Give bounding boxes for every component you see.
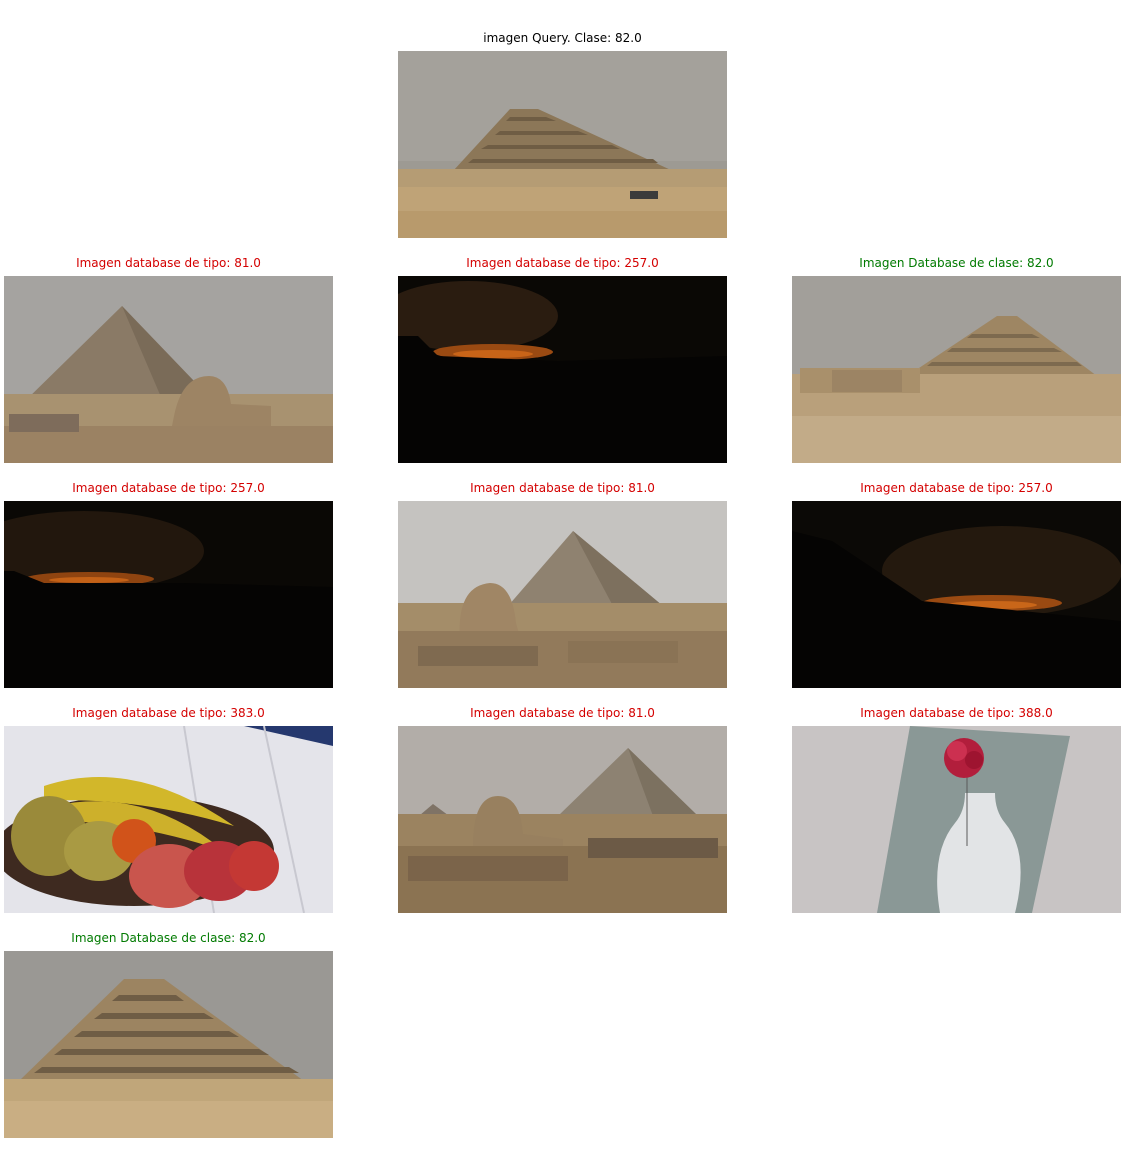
query-title: imagen Query. Clase: 82.0: [483, 31, 642, 45]
night-glow-icon: [398, 276, 727, 463]
result-2-image: [398, 276, 727, 463]
flower-vase-icon: [792, 726, 1121, 913]
result-9-title: Imagen database de tipo: 388.0: [860, 706, 1053, 720]
result-5-title: Imagen database de tipo: 81.0: [470, 481, 655, 495]
result-9-image: [792, 726, 1121, 913]
result-3-title: Imagen Database de clase: 82.0: [859, 256, 1054, 270]
fruit-bowl-icon: [4, 726, 333, 913]
result-8-image: [398, 726, 727, 913]
result-8-title: Imagen database de tipo: 81.0: [470, 706, 655, 720]
result-1-title: Imagen database de tipo: 81.0: [76, 256, 261, 270]
result-6-image: [792, 501, 1121, 688]
result-5-image: [398, 501, 727, 688]
sphinx-pyramids-icon: [398, 726, 727, 913]
result-1-image: [4, 276, 333, 463]
result-4-image: [4, 501, 333, 688]
query-image: [398, 51, 727, 238]
sphinx-pyramid-icon: [398, 501, 727, 688]
result-7-title: Imagen database de tipo: 383.0: [72, 706, 265, 720]
result-6-title: Imagen database de tipo: 257.0: [860, 481, 1053, 495]
step-pyramid-closeup-icon: [4, 951, 333, 1138]
night-glow-icon: [4, 501, 333, 688]
step-pyramid-icon: [398, 51, 727, 238]
step-pyramid-ruins-icon: [792, 276, 1121, 463]
night-glow-icon: [792, 501, 1121, 688]
great-pyramid-sphinx-icon: [4, 276, 333, 463]
result-2-title: Imagen database de tipo: 257.0: [466, 256, 659, 270]
result-10-title: Imagen Database de clase: 82.0: [71, 931, 266, 945]
result-3-image: [792, 276, 1121, 463]
result-10-image: [4, 951, 333, 1138]
result-7-image: [4, 726, 333, 913]
result-4-title: Imagen database de tipo: 257.0: [72, 481, 265, 495]
